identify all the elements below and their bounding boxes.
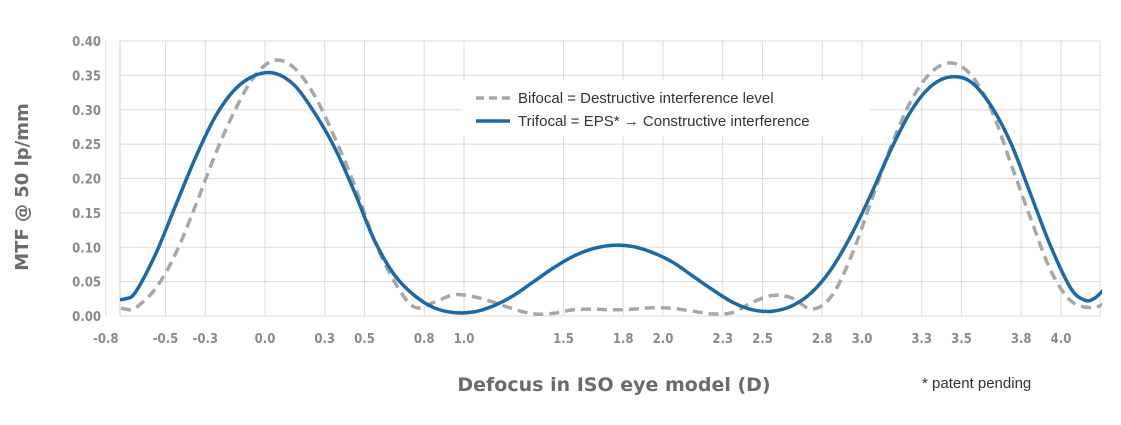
series-line-trifocal <box>120 70 1102 315</box>
series-line-bifocal <box>120 58 1102 316</box>
legend-label-bifocal: Bifocal = Destructive interference level <box>518 90 774 107</box>
y-axis-title: MTF @ 50 lp/mm <box>12 103 33 270</box>
x-tick-label: 4.0 <box>1051 332 1072 347</box>
y-tick-label: 0.40 <box>72 35 101 50</box>
x-tick-label: 3.0 <box>852 332 873 347</box>
patent-footnote: * patent pending <box>922 375 1031 392</box>
y-tick-label: 0.15 <box>72 207 101 222</box>
x-tick-label: 2.0 <box>653 332 674 347</box>
legend: Bifocal = Destructive interference level… <box>462 80 870 136</box>
series-layer <box>120 58 1102 316</box>
y-tick-label: 0.10 <box>72 241 101 256</box>
grid <box>105 40 1101 317</box>
y-tick-label: 0.30 <box>72 104 101 119</box>
x-tick-label: -0.8 <box>93 332 119 347</box>
y-tick-label: 0.25 <box>72 138 101 153</box>
x-tick-labels: -0.8 -0.5 -0.3 0.0 0.3 0.5 0.8 1.0 1.5 1.8 2.0 2.3 2… <box>93 332 1071 347</box>
x-tick-label: 1.5 <box>553 332 574 347</box>
x-tick-label: 2.8 <box>812 332 833 347</box>
y-tick-label: 0.20 <box>72 173 101 188</box>
x-tick-label: 3.5 <box>951 332 972 347</box>
x-tick-label: 2.3 <box>712 332 733 347</box>
legend-background <box>462 80 870 136</box>
x-tick-label: 0.3 <box>314 332 335 347</box>
x-tick-label: 0.8 <box>414 332 435 347</box>
y-tick-label: 0.00 <box>72 310 101 325</box>
x-tick-label: 1.8 <box>613 332 634 347</box>
x-tick-label: 2.5 <box>752 332 773 347</box>
x-tick-label: -0.3 <box>193 332 219 347</box>
x-tick-label: 0.5 <box>354 332 375 347</box>
y-tick-label: 0.35 <box>72 69 101 84</box>
x-axis-title: Defocus in ISO eye model (D) <box>457 374 770 396</box>
y-tick-labels: 0.00 0.05 0.10 0.15 0.20 0.25 0.30 0.35 0.40 <box>72 35 101 325</box>
x-tick-label: 0.0 <box>255 332 276 347</box>
x-tick-label: 3.3 <box>911 332 932 347</box>
x-tick-label: 1.0 <box>454 332 475 347</box>
x-tick-label: 3.8 <box>1011 332 1032 347</box>
legend-label-trifocal: Trifocal = EPS* → Constructive interfere… <box>518 113 810 130</box>
x-tick-label: -0.5 <box>153 332 179 347</box>
y-tick-label: 0.05 <box>72 276 101 291</box>
